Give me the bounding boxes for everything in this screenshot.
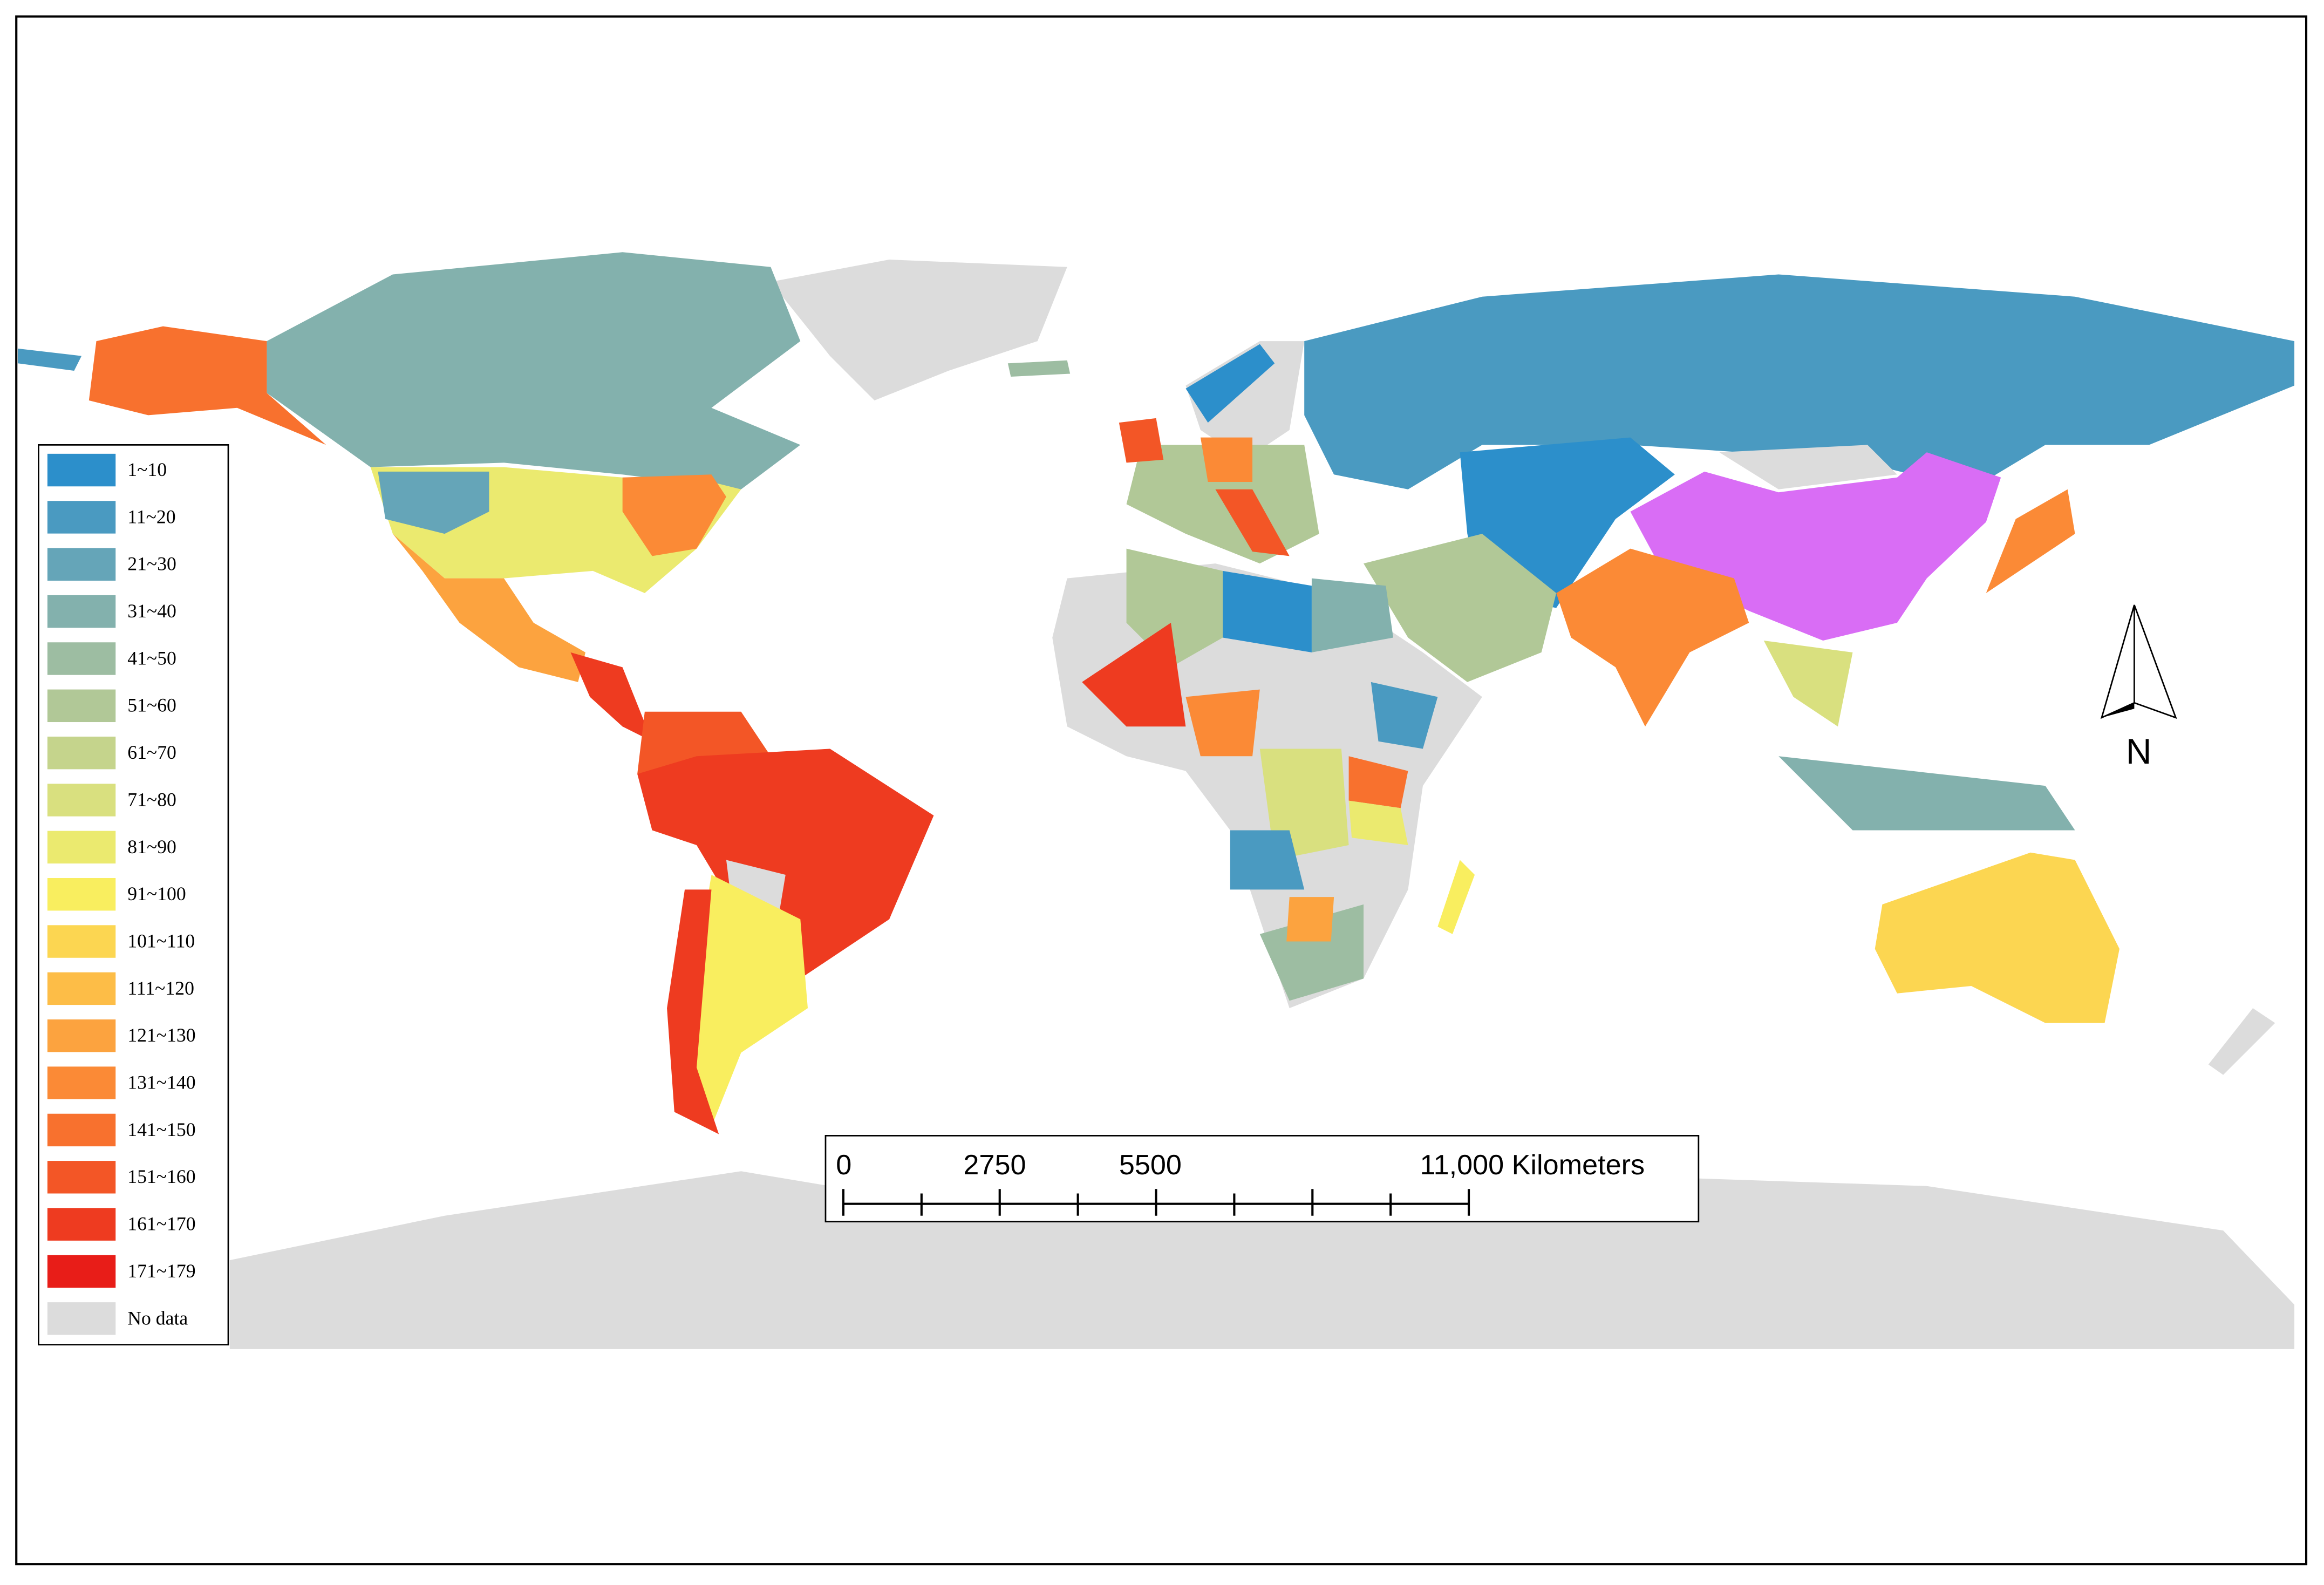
legend-swatch [47,689,116,723]
legend-swatch [47,501,116,534]
legend-swatch [47,972,116,1005]
middle-east [1364,534,1557,682]
canada [267,252,801,489]
legend-label: 141~150 [127,1119,195,1140]
alaska [88,326,326,445]
legend-swatch [47,877,116,911]
south-africa [1259,904,1364,1001]
scale-label: 0 [836,1149,851,1181]
scale-label: 5500 [1119,1149,1182,1181]
scale-label: 11,000 Kilometers [1420,1149,1645,1181]
usa-east [622,474,726,556]
legend-swatch [47,548,116,581]
mexico [392,534,585,682]
legend-label: 91~100 [127,883,186,904]
legend-swatch [47,736,116,770]
new-zealand [2208,1008,2275,1075]
legend-label: 101~110 [127,930,195,951]
legend-label: 21~30 [127,553,176,575]
legend-label: 121~130 [127,1024,195,1046]
antarctica [229,1156,2295,1349]
world-map [17,252,2295,1349]
nigeria [1185,689,1260,757]
scale-ticks [842,1189,1470,1216]
scale-bar: 0 2750 5500 11,000 Kilometers [824,1135,1700,1223]
legend-label: No data [127,1307,188,1329]
central-america [570,652,652,742]
angola [1230,830,1305,890]
colombia-venezuela [637,711,771,774]
legend: 1~10 11~20 21~30 31~40 41~50 51~60 61~70 71~80 8… [38,444,229,1346]
legend-swatch [47,595,116,628]
legend-swatch [47,1019,116,1052]
legend-label: 161~170 [127,1213,195,1235]
greenland [771,260,1067,400]
japan [1986,489,2075,594]
norway [1185,344,1275,423]
legend-swatch [47,1066,116,1099]
legend-label: 41~50 [127,647,176,669]
madagascar [1437,860,1475,934]
north-arrow: N [2100,604,2177,771]
legend-label: 1~10 [127,459,167,480]
legend-swatch [47,784,116,817]
brazil-peru [637,749,934,979]
india [1556,548,1749,727]
scale-bar-box [824,1135,1700,1223]
legend-label: 81~90 [127,836,176,858]
legend-label: 171~179 [127,1260,195,1282]
legend-label: 131~140 [127,1072,195,1093]
germany [1200,437,1253,482]
legend-label: 71~80 [127,788,176,810]
legend-label: 31~40 [127,600,176,622]
legend-swatch [47,453,116,487]
egypt [1311,578,1394,652]
legend-swatch [47,1161,116,1194]
scale-label: 2750 [963,1149,1026,1181]
australia [1875,852,2119,1023]
russia [1304,274,2295,489]
chile [667,889,719,1134]
uk [1119,418,1164,463]
legend-swatch [47,1302,116,1335]
libya [1223,570,1312,652]
legend-swatch [47,1208,116,1241]
iceland [1007,360,1071,377]
southeast-asia [1763,640,1853,727]
usa-west [378,471,489,534]
legend-label: 11~20 [127,506,175,527]
legend-label: 51~60 [127,695,176,716]
legend-label: 111~120 [127,977,194,999]
legend-swatch [47,831,116,864]
legend-label: 61~70 [127,742,176,763]
north-label: N [2126,731,2152,771]
indonesia [1778,756,2075,831]
arrow-right [2134,604,2177,719]
legend-swatch [47,642,116,675]
mali [1082,622,1186,727]
legend-swatch [47,1255,116,1288]
ethiopia [1371,682,1438,749]
tanzania [1348,800,1408,846]
legend-swatch [47,925,116,958]
botswana [1286,897,1334,942]
mongolia [1719,445,1897,489]
italy [1215,489,1290,556]
legend-swatch [47,1113,116,1147]
kenya [1348,756,1408,808]
argentina [685,874,808,1127]
legend-label: 151~160 [127,1166,195,1187]
